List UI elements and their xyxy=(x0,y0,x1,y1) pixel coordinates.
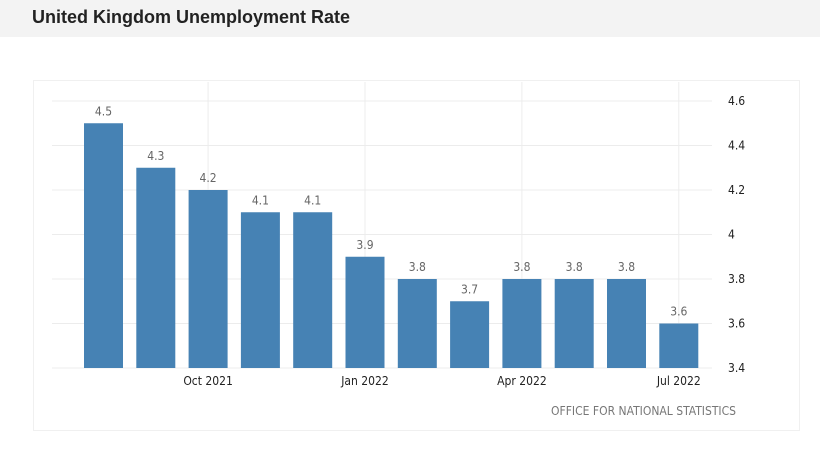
bar xyxy=(188,190,228,368)
x-tick-label: Jan 2022 xyxy=(340,374,389,388)
data-label: 3.7 xyxy=(461,282,478,296)
data-label: 3.6 xyxy=(670,305,687,319)
x-tick-label: Oct 2021 xyxy=(183,374,233,388)
bar xyxy=(607,279,646,368)
y-tick-label: 3.8 xyxy=(728,272,745,286)
bar xyxy=(397,279,437,368)
data-label: 3.8 xyxy=(618,260,635,274)
y-tick-label: 3.4 xyxy=(728,361,745,375)
x-tick-label: Apr 2022 xyxy=(497,374,547,388)
bar xyxy=(502,279,542,368)
y-tick-label: 4.6 xyxy=(728,94,745,108)
data-label: 4.1 xyxy=(252,193,269,207)
y-tick-label: 4.2 xyxy=(728,183,745,197)
source-label: OFFICE FOR NATIONAL STATISTICS xyxy=(551,404,736,418)
data-label: 4.1 xyxy=(304,193,321,207)
bar xyxy=(293,212,333,368)
bar xyxy=(84,123,123,368)
bar xyxy=(450,301,490,368)
page-title: United Kingdom Unemployment Rate xyxy=(32,7,351,27)
bar xyxy=(240,212,280,368)
data-label: 3.9 xyxy=(356,238,373,252)
data-label: 4.2 xyxy=(200,171,217,185)
x-tick-label: Jul 2022 xyxy=(656,374,701,388)
chart-card xyxy=(33,80,800,431)
data-label: 3.8 xyxy=(513,260,530,274)
data-label: 4.5 xyxy=(95,104,112,118)
bar xyxy=(554,279,594,368)
bar xyxy=(659,323,699,368)
data-label: 4.3 xyxy=(147,149,164,163)
data-label: 3.8 xyxy=(409,260,426,274)
data-label: 3.8 xyxy=(566,260,583,274)
bar xyxy=(136,167,176,368)
header-bar: United Kingdom Unemployment Rate xyxy=(0,0,820,37)
y-tick-label: 4.4 xyxy=(728,139,745,153)
y-tick-label: 3.6 xyxy=(728,317,745,331)
y-tick-label: 4 xyxy=(728,228,735,242)
bar xyxy=(345,256,385,368)
